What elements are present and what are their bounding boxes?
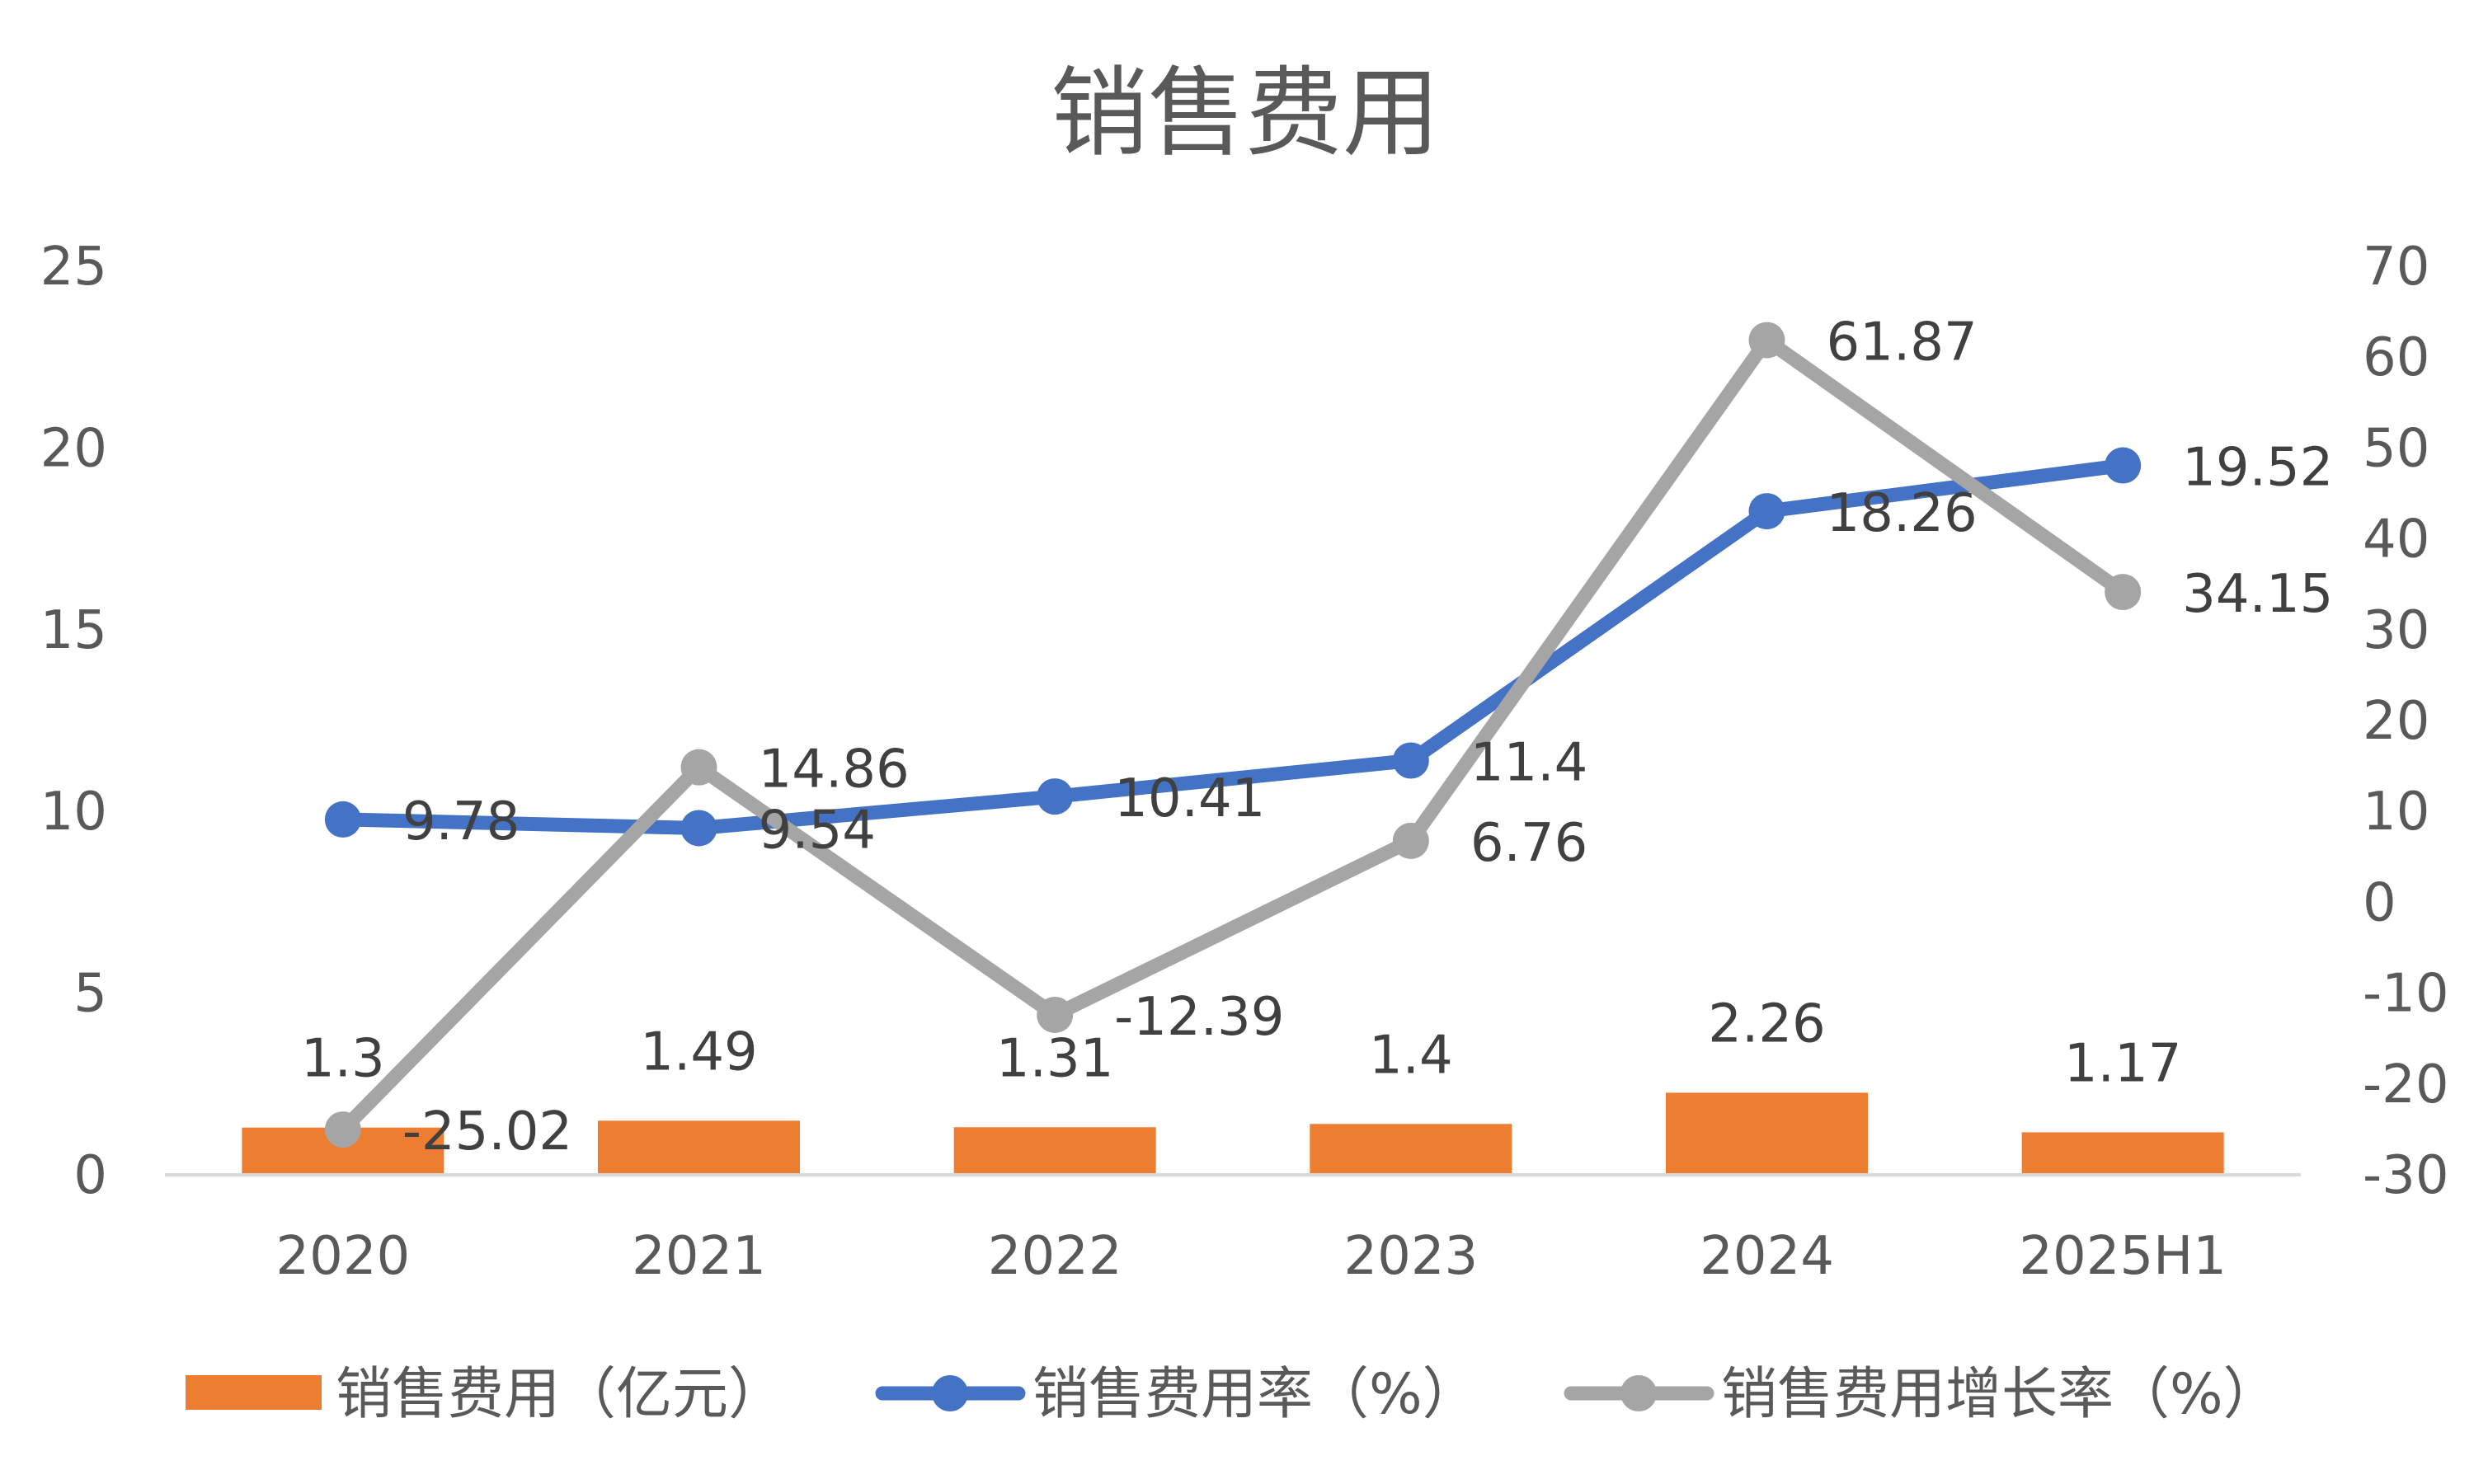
series-point <box>2105 447 2142 484</box>
y-right-tick-label: -30 <box>2363 1145 2449 1206</box>
line-data-label: 34.15 <box>2182 564 2333 625</box>
series-point <box>1392 822 1429 859</box>
legend-label: 销售费用（亿元） <box>336 1362 784 1427</box>
bar-data-label: 1.4 <box>1369 1025 1453 1086</box>
line-data-label: 9.54 <box>759 800 877 861</box>
legend-marker <box>932 1375 968 1411</box>
line-data-label: 19.52 <box>2182 438 2333 499</box>
y-axis-left: 0 5 10 15 20 25 <box>40 237 107 1206</box>
series-point <box>1748 322 1785 359</box>
y-left-tick-label: 0 <box>73 1145 107 1206</box>
y-right-tick-label: -20 <box>2363 1054 2449 1115</box>
y-left-tick-label: 5 <box>73 964 107 1025</box>
line-data-label: 6.76 <box>1470 813 1588 874</box>
series-point <box>1392 742 1429 779</box>
bar <box>1310 1124 1512 1175</box>
series-point <box>1748 493 1785 530</box>
series-point <box>1037 778 1074 815</box>
line-data-label: 9.78 <box>402 791 520 852</box>
bar <box>1666 1092 1868 1175</box>
line-data-label: 14.86 <box>759 740 910 801</box>
x-tick-label: 2022 <box>988 1226 1122 1287</box>
line-data-label: -25.02 <box>402 1101 572 1162</box>
x-tick-label: 2025H1 <box>2019 1226 2227 1287</box>
bar-data-label: 1.17 <box>2064 1033 2182 1094</box>
bar <box>2021 1132 2224 1175</box>
bar-data-label: 1.49 <box>640 1021 758 1082</box>
bar-data-label: 2.26 <box>1708 993 1826 1054</box>
y-left-tick-label: 20 <box>40 418 107 479</box>
line-series <box>324 322 2142 1148</box>
data-labels: 1.3 1.49 1.31 1.4 2.26 1.17 9.78 9.54 10.41 11.4 1… <box>301 312 2333 1163</box>
y-axis-right: -30 -20 -10 0 10 20 30 40 50 60 70 <box>2363 237 2449 1206</box>
x-tick-label: 2021 <box>632 1226 766 1287</box>
x-axis: 2020 2021 2022 2023 2024 2025H1 <box>275 1226 2227 1287</box>
y-right-tick-label: 0 <box>2363 872 2396 933</box>
line-data-label: 61.87 <box>1827 312 1978 373</box>
x-tick-label: 2024 <box>1700 1226 1834 1287</box>
legend-label: 销售费用增长率（%） <box>1721 1362 2279 1427</box>
y-right-tick-label: 50 <box>2363 418 2429 479</box>
y-right-tick-label: 60 <box>2363 327 2429 388</box>
x-tick-label: 2020 <box>275 1226 410 1287</box>
y-right-tick-label: 20 <box>2363 691 2429 752</box>
y-right-tick-label: 10 <box>2363 782 2429 843</box>
bar-series <box>242 1092 2224 1175</box>
series-point <box>2105 574 2142 611</box>
y-right-tick-label: 30 <box>2363 600 2429 661</box>
legend-label: 销售费用率（%） <box>1032 1362 1479 1427</box>
line-data-label: 10.41 <box>1114 768 1265 829</box>
y-right-tick-label: -10 <box>2363 964 2449 1025</box>
y-left-tick-label: 10 <box>40 782 107 843</box>
y-right-tick-label: 70 <box>2363 237 2429 298</box>
bar <box>598 1120 800 1175</box>
chart-title: 销售费用 <box>1051 56 1440 170</box>
series-point <box>324 1111 361 1148</box>
legend: 销售费用（亿元） 销售费用率（%） 销售费用增长率（%） <box>186 1362 2279 1427</box>
legend-swatch <box>186 1375 322 1410</box>
series-line <box>336 333 2130 1137</box>
line-data-label: -12.39 <box>1114 987 1284 1048</box>
line-data-label: 11.4 <box>1470 732 1588 793</box>
y-left-tick-label: 25 <box>40 237 107 298</box>
bar-data-label: 1.3 <box>301 1029 385 1090</box>
y-right-tick-label: 40 <box>2363 510 2429 571</box>
series-point <box>680 749 717 786</box>
series-point <box>680 810 717 847</box>
legend-marker <box>1620 1375 1657 1411</box>
y-left-tick-label: 15 <box>40 600 107 661</box>
bar <box>953 1127 1156 1175</box>
series-point <box>1037 996 1074 1033</box>
bar-data-label: 1.31 <box>996 1028 1114 1089</box>
series-point <box>324 801 361 838</box>
line-data-label: 18.26 <box>1827 483 1978 544</box>
x-tick-label: 2023 <box>1343 1226 1478 1287</box>
